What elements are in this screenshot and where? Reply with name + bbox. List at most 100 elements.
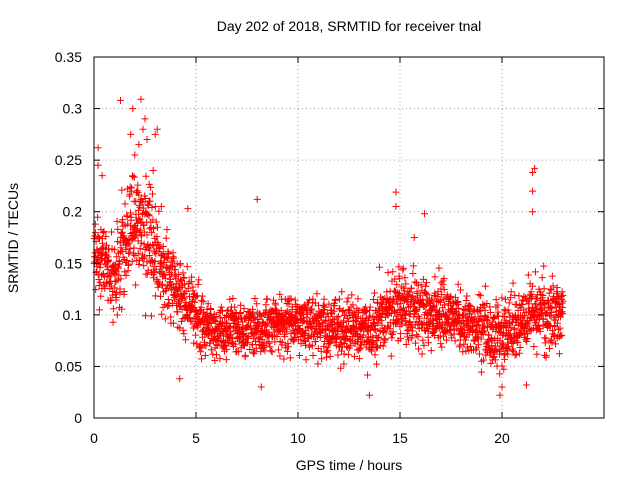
data-point <box>125 260 133 268</box>
data-point <box>389 328 397 336</box>
data-point <box>334 351 342 359</box>
data-point <box>253 300 261 308</box>
data-point <box>524 320 532 328</box>
x-tick-label: 5 <box>192 430 200 446</box>
data-point <box>325 300 333 308</box>
data-point <box>524 271 532 279</box>
data-point <box>134 219 142 227</box>
data-point <box>143 210 151 218</box>
data-point <box>249 349 257 357</box>
data-point <box>399 264 407 272</box>
data-point <box>556 324 564 332</box>
data-point <box>373 360 381 368</box>
data-point <box>114 264 122 272</box>
data-point <box>151 130 159 138</box>
data-point <box>189 287 197 295</box>
data-point <box>430 301 438 309</box>
data-point <box>262 321 270 329</box>
data-point <box>344 294 352 302</box>
data-point <box>150 274 158 282</box>
data-point <box>191 298 199 306</box>
data-point <box>370 289 378 297</box>
data-point <box>279 324 287 332</box>
data-point <box>500 365 508 373</box>
data-point <box>198 296 206 304</box>
data-point <box>104 253 112 261</box>
data-point <box>274 346 282 354</box>
data-point <box>320 311 328 319</box>
data-point <box>501 355 509 363</box>
data-point <box>530 342 538 350</box>
data-point <box>161 270 169 278</box>
data-point <box>369 295 377 303</box>
data-point <box>480 322 488 330</box>
data-point <box>149 225 157 233</box>
data-point <box>129 173 137 181</box>
data-point <box>343 322 351 330</box>
data-point <box>165 264 173 272</box>
data-point <box>496 370 504 378</box>
data-point <box>454 280 462 288</box>
data-point <box>400 304 408 312</box>
data-point <box>321 338 329 346</box>
data-point <box>450 299 458 307</box>
data-point <box>222 318 230 326</box>
data-point <box>508 312 516 320</box>
data-point <box>302 356 310 364</box>
data-point <box>369 312 377 320</box>
data-point <box>170 254 178 262</box>
data-point <box>557 295 565 303</box>
data-point <box>365 391 373 399</box>
data-point <box>389 268 397 276</box>
data-point <box>558 288 566 296</box>
data-point <box>301 329 309 337</box>
data-point <box>180 330 188 338</box>
data-point <box>476 292 484 300</box>
data-point <box>165 299 173 307</box>
data-point <box>541 339 549 347</box>
data-point <box>129 105 137 113</box>
data-point <box>500 351 508 359</box>
data-point <box>559 303 567 311</box>
data-point <box>411 306 419 314</box>
data-point <box>270 296 278 304</box>
data-point <box>164 295 172 303</box>
data-point <box>419 336 427 344</box>
data-point <box>412 339 420 347</box>
data-point <box>96 278 104 286</box>
data-point <box>554 326 562 334</box>
data-point <box>195 276 203 284</box>
data-point <box>95 306 103 314</box>
y-tick-label: 0.35 <box>55 49 82 65</box>
data-point <box>251 294 259 302</box>
data-point <box>157 203 165 211</box>
data-point <box>136 203 144 211</box>
data-point <box>514 339 522 347</box>
y-tick-label: 0.3 <box>63 101 83 117</box>
data-point <box>343 298 351 306</box>
data-point <box>542 334 550 342</box>
data-point <box>339 307 347 315</box>
data-point <box>188 273 196 281</box>
x-tick-label: 10 <box>290 430 306 446</box>
data-point <box>320 342 328 350</box>
data-point <box>558 332 566 340</box>
data-point <box>127 130 135 138</box>
data-point <box>392 188 400 196</box>
data-point <box>201 352 209 360</box>
data-point <box>286 354 294 362</box>
data-point <box>494 301 502 309</box>
data-point <box>123 212 131 220</box>
data-point <box>167 313 175 321</box>
data-point <box>448 334 456 342</box>
data-point <box>126 183 134 191</box>
data-point <box>226 295 234 303</box>
data-point <box>186 292 194 300</box>
data-point <box>505 342 513 350</box>
data-point <box>455 343 463 351</box>
data-point <box>114 276 122 284</box>
data-point <box>280 355 288 363</box>
data-point <box>132 281 140 289</box>
data-point <box>453 299 461 307</box>
data-point <box>148 229 156 237</box>
